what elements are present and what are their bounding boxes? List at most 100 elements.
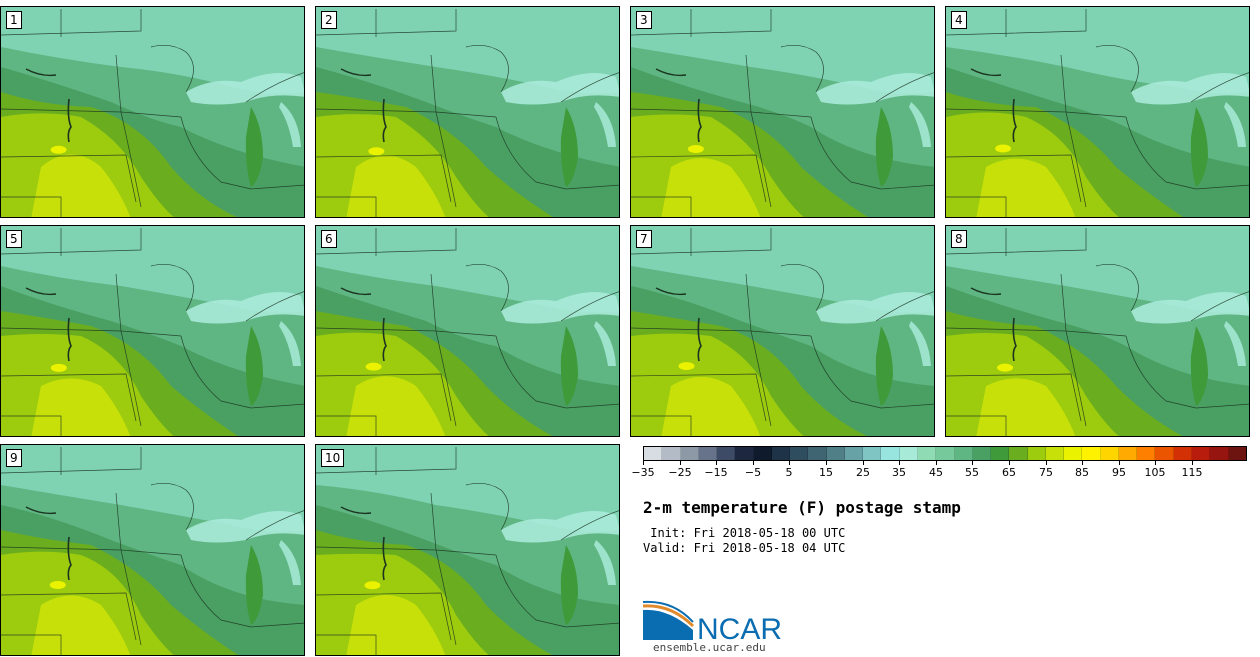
colorbar-tick [863,461,864,465]
ensemble-member-map-9: 9 [0,444,305,656]
ensemble-member-map-5: 5 [0,225,305,437]
colorbar-segment [1009,447,1028,460]
colorbar-segment [1082,447,1101,460]
member-number-label: 10 [321,449,345,467]
member-number-label: 4 [951,11,967,29]
colorbar-segment [954,447,973,460]
colorbar-tick [1082,461,1083,465]
temperature-map [316,226,619,436]
member-number-label: 1 [6,11,22,29]
temperature-map [1,226,304,436]
colorbar-segment [1228,447,1246,460]
colorbar-tick-label: −35 [631,466,655,479]
ensemble-member-map-4: 4 [945,6,1250,218]
colorbar-segment [881,447,900,460]
colorbar-segment [1118,447,1138,460]
colorbar-segment [1100,447,1119,460]
colorbar-tick-label: 115 [1181,466,1203,479]
ncar-logo: NCAR [643,600,782,642]
colorbar-tick [1192,461,1193,465]
temperature-map [946,226,1249,436]
colorbar-segment [662,447,681,460]
member-number-label: 2 [321,11,337,29]
colorbar-segment [917,447,937,460]
colorbar-segment [991,447,1010,460]
colorbar-segment [771,447,791,460]
valid-time: Valid: Fri 2018-05-18 04 UTC [643,541,846,555]
temperature-map [316,7,619,217]
member-number-label: 7 [636,230,652,248]
temperature-map [316,445,619,655]
colorbar-segment [753,447,772,460]
logo-url: ensemble.ucar.edu [653,641,766,654]
colorbar-tick [972,461,973,465]
colorbar-tick [753,461,754,465]
colorbar-segment [936,447,955,460]
colorbar-tick [1009,461,1010,465]
colorbar-tick [789,461,790,465]
colorbar-segment [680,447,699,460]
temperature-colorbar [643,446,1247,461]
temperature-map [946,7,1249,217]
colorbar-segment [1045,447,1065,460]
colorbar-tick-label: 85 [1075,466,1089,479]
temperature-map [1,445,304,655]
ensemble-member-map-6: 6 [315,225,620,437]
colorbar-tick [1155,461,1156,465]
colorbar-tick-label: 75 [1039,466,1053,479]
member-number-label: 3 [636,11,652,29]
colorbar-segment [1191,447,1211,460]
colorbar-tick-label: 45 [929,466,943,479]
colorbar-tick-label: 105 [1144,466,1166,479]
colorbar-segment [1137,447,1156,460]
colorbar-tick [936,461,937,465]
colorbar-segment [899,447,918,460]
colorbar-segment [972,447,992,460]
ncar-logo-mark [643,609,693,640]
ensemble-member-map-1: 1 [0,6,305,218]
ensemble-member-map-2: 2 [315,6,620,218]
colorbar-segment [644,447,663,460]
colorbar-tick-label: −15 [704,466,728,479]
colorbar-tick [680,461,681,465]
colorbar-segment [1155,447,1174,460]
temperature-map [1,7,304,217]
plot-title: 2-m temperature (F) postage stamp [643,498,961,517]
colorbar-tick-label: 5 [785,466,793,479]
ensemble-member-map-8: 8 [945,225,1250,437]
colorbar-segment [1210,447,1229,460]
ncar-logo-text: NCAR [697,613,782,642]
colorbar-segment [826,447,845,460]
member-number-label: 5 [6,230,22,248]
colorbar-segment [1064,447,1083,460]
colorbar-segment [844,447,864,460]
colorbar-tick [826,461,827,465]
member-number-label: 9 [6,449,22,467]
colorbar-tick-label: 25 [856,466,870,479]
temperature-map [631,226,934,436]
colorbar-segment [790,447,809,460]
colorbar-segment [717,447,736,460]
colorbar-tick-label: −5 [744,466,762,479]
colorbar-tick [716,461,717,465]
ensemble-member-map-3: 3 [630,6,935,218]
colorbar-tick [1046,461,1047,465]
colorbar-tick-label: −25 [668,466,692,479]
ensemble-member-map-10: 10 [315,444,620,656]
colorbar-tick [643,461,644,465]
colorbar-segment [863,447,882,460]
colorbar-tick-label: 65 [1002,466,1016,479]
colorbar-segment [1173,447,1192,460]
colorbar-tick-label: 55 [965,466,979,479]
colorbar-tick [1119,461,1120,465]
colorbar-segment [808,447,827,460]
ensemble-member-map-7: 7 [630,225,935,437]
colorbar-tick-label: 95 [1112,466,1126,479]
colorbar-tick-label: 15 [819,466,833,479]
colorbar-tick [899,461,900,465]
member-number-label: 8 [951,230,967,248]
colorbar-segment [698,447,718,460]
colorbar-tick-label: 35 [892,466,906,479]
colorbar-tick-labels: −35 −25 −15 −5 5 15 25 35 45 55 65 75 85 95 105 115 [631,461,1247,481]
member-number-label: 6 [321,230,337,248]
